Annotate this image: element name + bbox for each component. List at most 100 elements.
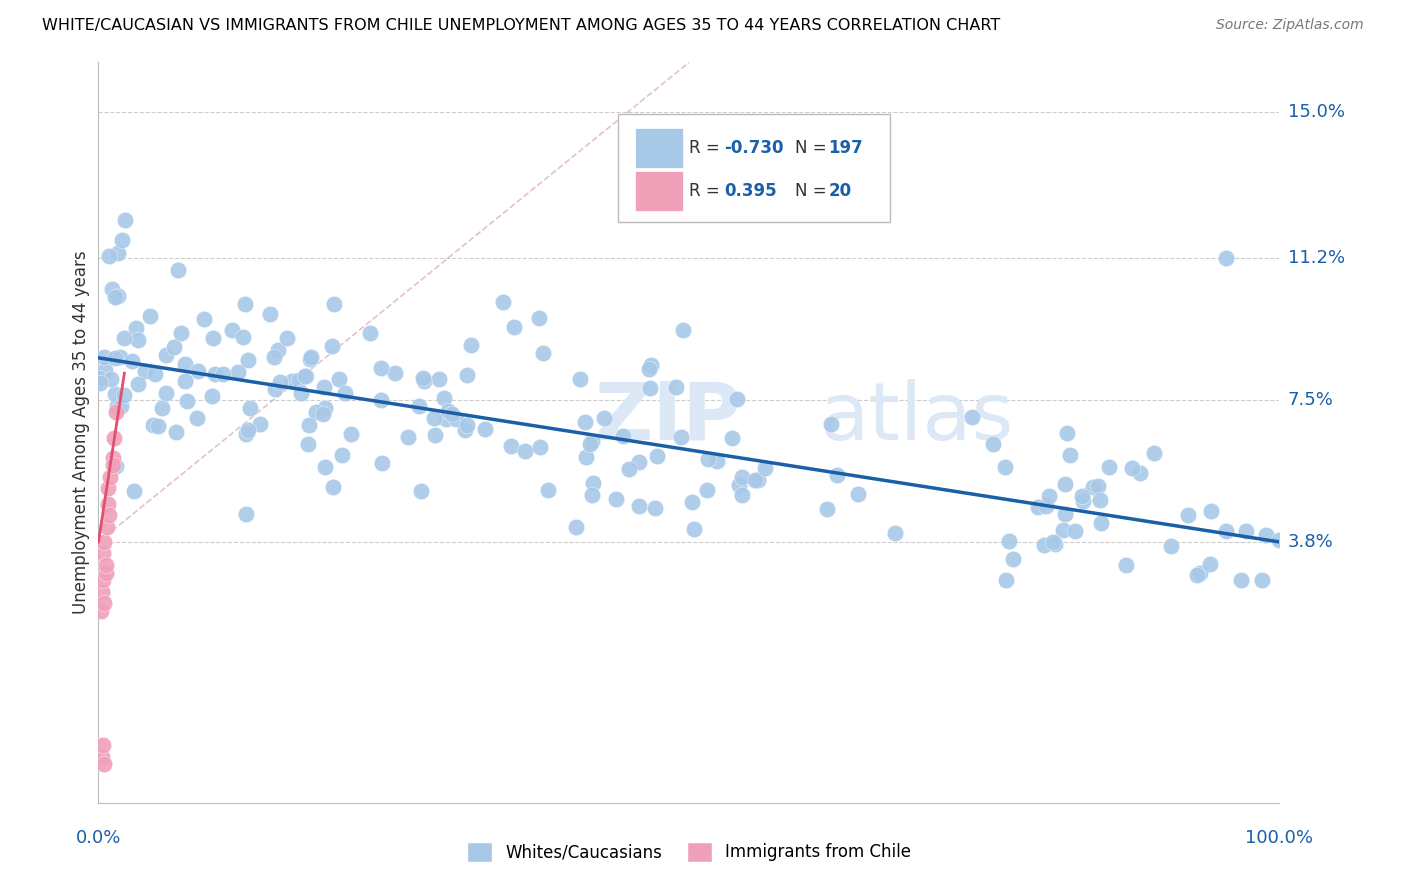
Point — [995, 574, 1018, 588]
Point — [727, 478, 749, 492]
Point — [201, 331, 224, 345]
Point — [582, 475, 605, 490]
Point — [98, 508, 121, 522]
Point — [142, 418, 165, 433]
Point — [127, 377, 149, 392]
Point — [1129, 467, 1152, 481]
Point — [299, 350, 322, 364]
Text: 20: 20 — [828, 182, 852, 201]
Point — [91, 546, 114, 560]
Text: R =: R = — [689, 139, 725, 157]
Point — [474, 422, 496, 436]
Point — [155, 385, 177, 400]
Point — [125, 321, 148, 335]
Point — [1250, 574, 1272, 588]
Point — [456, 417, 478, 432]
Text: ZIP: ZIP — [595, 379, 742, 457]
Point — [103, 431, 125, 445]
Point — [848, 487, 870, 501]
Text: WHITE/CAUCASIAN VS IMMIGRANTS FROM CHILE UNEMPLOYMENT AMONG AGES 35 TO 44 YEARS : WHITE/CAUCASIAN VS IMMIGRANTS FROM CHILE… — [42, 18, 1001, 33]
Point — [1071, 494, 1094, 508]
Point — [581, 488, 603, 502]
Point — [682, 522, 704, 536]
Point — [134, 364, 156, 378]
Point — [87, 371, 110, 385]
Point — [176, 394, 198, 409]
Point — [1234, 524, 1257, 538]
Point — [322, 480, 344, 494]
Point — [747, 473, 769, 487]
Point — [1083, 480, 1105, 494]
Point — [186, 411, 208, 425]
Point — [423, 411, 446, 425]
Point — [127, 333, 149, 347]
Point — [371, 456, 394, 470]
Point — [1052, 523, 1074, 537]
Point — [96, 519, 118, 533]
Text: 15.0%: 15.0% — [1288, 103, 1344, 121]
Point — [720, 431, 742, 445]
Point — [531, 346, 554, 360]
Point — [1087, 479, 1109, 493]
Point — [825, 467, 848, 482]
Point — [93, 757, 115, 772]
Point — [1177, 508, 1199, 522]
Point — [1054, 477, 1077, 491]
Point — [1121, 460, 1143, 475]
Point — [97, 481, 120, 495]
Point — [960, 409, 983, 424]
Point — [280, 375, 302, 389]
Point — [411, 484, 433, 499]
Point — [454, 423, 477, 437]
Point — [93, 535, 115, 549]
Point — [513, 444, 536, 458]
Text: R =: R = — [689, 182, 725, 201]
Point — [527, 311, 550, 326]
Point — [91, 574, 114, 588]
Point — [201, 389, 224, 403]
Point — [121, 354, 143, 368]
Point — [228, 365, 250, 379]
Point — [627, 455, 650, 469]
Point — [91, 584, 114, 599]
Point — [236, 352, 259, 367]
Point — [104, 459, 127, 474]
Y-axis label: Unemployment Among Ages 35 to 44 years: Unemployment Among Ages 35 to 44 years — [72, 251, 90, 615]
Point — [444, 411, 467, 425]
Point — [638, 381, 661, 395]
Point — [238, 423, 260, 437]
Point — [232, 330, 254, 344]
Point — [111, 233, 134, 247]
Point — [437, 404, 460, 418]
Point — [370, 392, 392, 407]
Point — [697, 451, 720, 466]
Text: 11.2%: 11.2% — [1288, 249, 1346, 267]
Point — [579, 437, 602, 451]
Point — [731, 469, 754, 483]
Point — [110, 399, 132, 413]
Point — [731, 488, 754, 502]
Point — [269, 376, 291, 390]
Point — [104, 291, 127, 305]
Point — [264, 382, 287, 396]
Text: atlas: atlas — [818, 379, 1014, 457]
Point — [638, 361, 661, 376]
Point — [295, 368, 318, 383]
Point — [94, 566, 117, 580]
Point — [433, 391, 456, 405]
Point — [1215, 524, 1237, 539]
Point — [1064, 524, 1087, 538]
Point — [139, 309, 162, 323]
Point — [593, 411, 616, 425]
Point — [328, 372, 350, 386]
Point — [499, 439, 522, 453]
Point — [1230, 574, 1253, 588]
Point — [1198, 558, 1220, 572]
Point — [94, 363, 117, 377]
Point — [427, 372, 450, 386]
Point — [1056, 425, 1078, 440]
Point — [1059, 448, 1081, 462]
Point — [1071, 489, 1094, 503]
Point — [333, 386, 356, 401]
Point — [1035, 499, 1057, 513]
